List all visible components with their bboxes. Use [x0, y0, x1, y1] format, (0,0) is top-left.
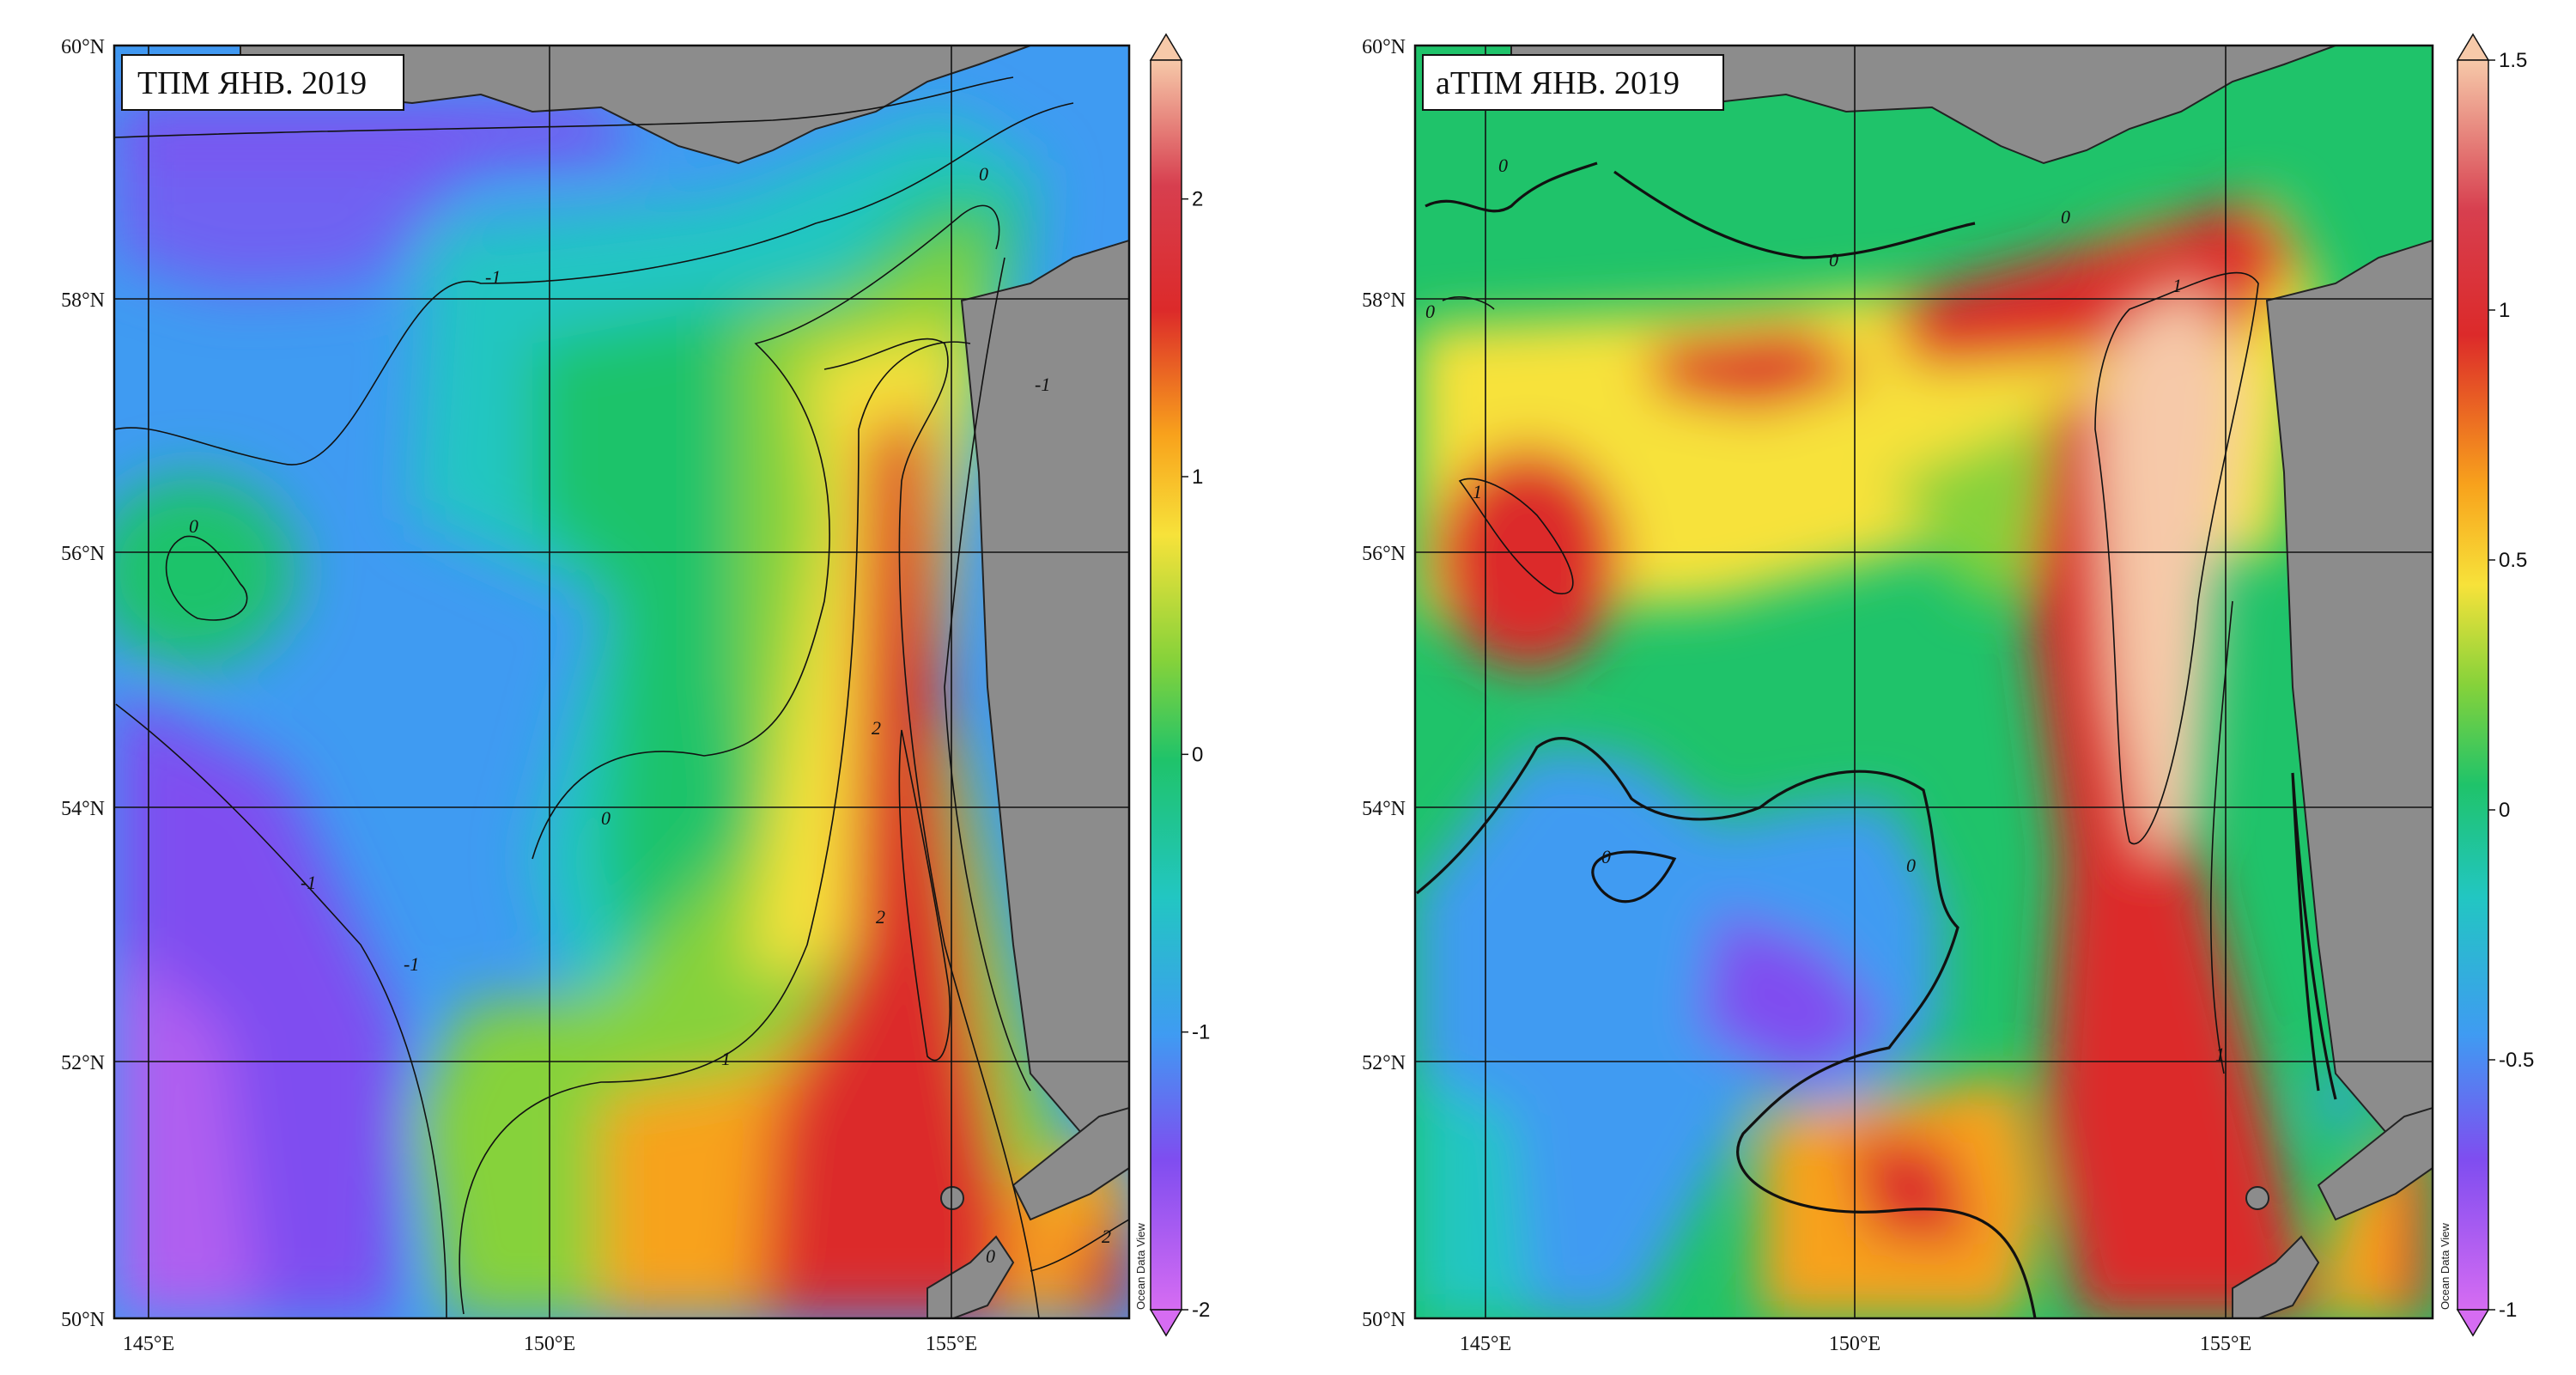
- right-colorbar-tick-label: 0.5: [2499, 549, 2527, 572]
- right-lon-label: 150°E: [1829, 1333, 1880, 1355]
- left-contour-label: 0: [601, 807, 611, 829]
- left-contour-label: 0: [979, 163, 988, 185]
- right-lon-label: 145°E: [1460, 1333, 1511, 1355]
- left-lon-label: 145°E: [123, 1333, 174, 1355]
- right-lat-label: 54°N: [1362, 798, 1406, 820]
- right-lat-label: 52°N: [1362, 1052, 1406, 1074]
- left-colorbar-tick-label: -2: [1192, 1299, 1210, 1322]
- right-title-box: [1422, 54, 1724, 111]
- left-contour-labels: -1 0 -1 0 -1 -1 2 2 0 1 2 0: [189, 163, 1111, 1267]
- right-lat-label: 60°N: [1362, 36, 1406, 58]
- left-colorbar-tick-label: 2: [1192, 188, 1203, 211]
- left-lat-label: 56°N: [61, 543, 105, 565]
- left-map-frame: [112, 44, 1131, 1320]
- right-contour-labels: 0 0 0 1 1 0 0 1 0: [1425, 155, 2225, 1065]
- right-lat-label: 50°N: [1362, 1309, 1406, 1331]
- right-colorbar-min-arrow: [2456, 1309, 2490, 1337]
- right-contour-label: 1: [1473, 481, 1482, 502]
- left-title-box: [121, 54, 404, 111]
- left-isolines: [114, 76, 1129, 1318]
- left-colorbar-min-arrow: [1149, 1309, 1183, 1337]
- left-lat-label: 60°N: [61, 36, 105, 58]
- left-lat-label: 50°N: [61, 1309, 105, 1331]
- left-graticule: [114, 46, 1129, 1318]
- right-contour-label: 0: [1425, 301, 1435, 322]
- left-lon-label: 155°E: [926, 1333, 977, 1355]
- left-map-panel: -1 0 -1 0 -1 -1 2 2 0 1 2 0 ТПМ ЯНВ. 2019 60°N 58°N…: [61, 33, 1210, 1355]
- left-colorbar: 2 1 0 -1 -2: [1149, 33, 1210, 1337]
- right-contour-label: 0: [1601, 846, 1611, 867]
- right-odv-watermark: Ocean Data View: [2439, 1222, 2451, 1310]
- right-colorbar: 1.5 1 0.5 0 -0.5 -1: [2456, 33, 2534, 1337]
- left-colorbar-max-arrow: [1149, 33, 1183, 61]
- right-colorbar-tick-label: 1: [2499, 299, 2510, 322]
- left-lat-label: 58°N: [61, 289, 105, 312]
- left-contour-label: 2: [872, 717, 881, 739]
- right-contour-label: 0: [1498, 155, 1508, 176]
- right-map-frame: [1413, 44, 2434, 1320]
- left-odv-watermark: Ocean Data View: [1134, 1222, 1147, 1310]
- right-contour-label: 0: [2061, 206, 2070, 228]
- left-land-mask: [240, 46, 1129, 1318]
- right-contour-label: 0: [1829, 249, 1838, 271]
- left-contour-label: -1: [301, 872, 316, 893]
- right-contour-label: 1: [2215, 1043, 2225, 1065]
- right-colorbar-tick-label: -0.5: [2499, 1049, 2534, 1072]
- right-lat-label: 56°N: [1362, 543, 1406, 565]
- left-contour-label: -1: [485, 266, 501, 288]
- left-colorbar-tick-label: 0: [1192, 743, 1203, 766]
- right-colorbar-max-arrow: [2456, 33, 2490, 61]
- right-contour-label: 0: [1906, 855, 1916, 876]
- left-title: ТПМ ЯНВ. 2019: [137, 65, 367, 101]
- right-isolines: [1416, 161, 2337, 1318]
- left-contour-label: -1: [1035, 374, 1050, 395]
- right-contour-label: 1: [2172, 275, 2182, 296]
- right-colorbar-tick-label: -1: [2499, 1299, 2517, 1322]
- right-graticule: [1415, 46, 2433, 1318]
- left-contour-label: 2: [876, 906, 885, 928]
- right-lat-label: 58°N: [1362, 289, 1406, 312]
- right-lon-label: 155°E: [2200, 1333, 2251, 1355]
- left-contour-label: 0: [986, 1245, 995, 1267]
- left-lon-label: 150°E: [524, 1333, 575, 1355]
- left-contour-label: 1: [721, 1048, 731, 1069]
- left-colorbar-tick-label: 1: [1192, 465, 1203, 489]
- right-title: аТПМ ЯНВ. 2019: [1436, 65, 1680, 101]
- right-anomaly-field: [1415, 46, 2433, 1318]
- left-colorbar-tick-label: -1: [1192, 1021, 1210, 1044]
- left-contour-label: 2: [1102, 1226, 1111, 1247]
- right-colorbar-tick-label: 0: [2499, 799, 2510, 822]
- left-contour-label: 0: [189, 515, 198, 537]
- left-lat-label: 52°N: [61, 1052, 105, 1074]
- right-colorbar-tick-label: 1.5: [2499, 49, 2527, 72]
- left-lat-label: 54°N: [61, 798, 105, 820]
- left-sst-field: [114, 46, 1129, 1318]
- left-contour-label: -1: [404, 953, 419, 975]
